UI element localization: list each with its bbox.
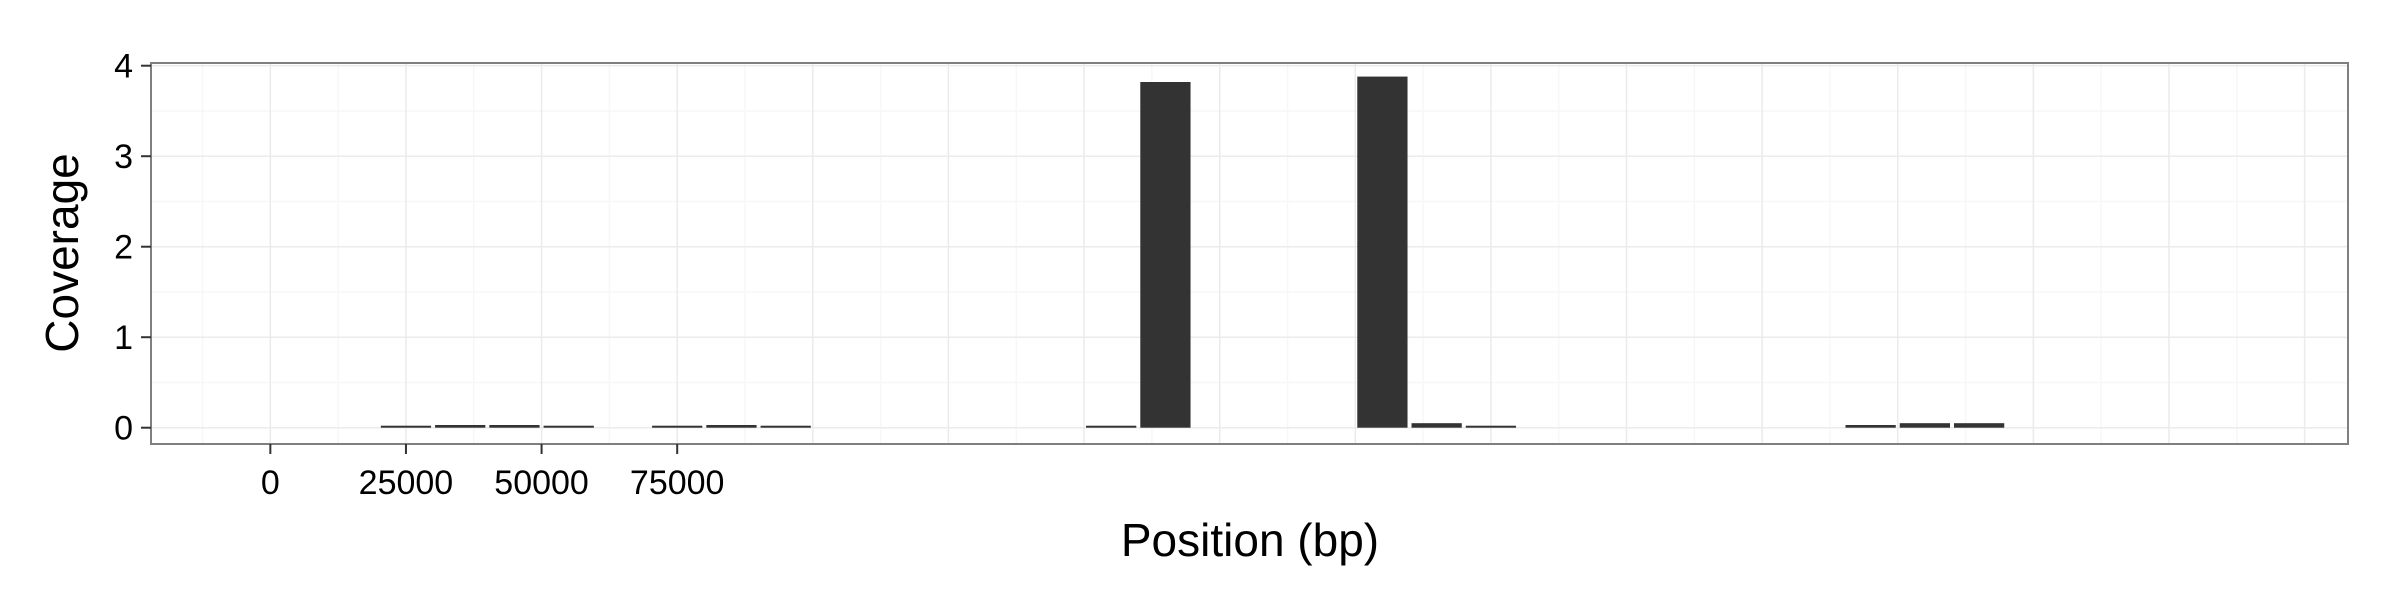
x-tick-label: 25000 (359, 464, 454, 502)
y-tick-label: 2 (114, 229, 133, 267)
bar (760, 425, 811, 428)
bar (1086, 425, 1137, 428)
bar (380, 425, 432, 428)
panel-border (150, 62, 2349, 445)
y-tick-label: 1 (114, 319, 133, 357)
y-tick-label: 3 (114, 138, 133, 176)
y-tick-label: 0 (114, 410, 133, 448)
bar (1845, 424, 1896, 428)
bar (1140, 82, 1191, 428)
bar (652, 425, 703, 428)
bar (1899, 423, 1950, 428)
bar (1465, 425, 1517, 428)
bar (706, 424, 757, 428)
y-axis-title: Coverage (36, 153, 88, 352)
x-tick-label: 0 (261, 464, 280, 502)
x-axis: 0 25000 50000 75000 (261, 444, 725, 502)
bar (489, 424, 540, 428)
bars (380, 76, 2005, 428)
y-axis: 0 1 2 3 4 (114, 48, 151, 448)
grid-lines (151, 63, 2348, 444)
x-tick-label: 75000 (630, 464, 725, 502)
bar (435, 424, 486, 428)
x-axis-title: Position (bp) (1121, 514, 1379, 566)
x-tick-label: 50000 (494, 464, 589, 502)
panel-background (151, 63, 2348, 444)
bar (1953, 423, 2005, 428)
bar (1357, 76, 1408, 428)
bar (1411, 423, 1462, 428)
bar (543, 425, 594, 428)
y-tick-label: 4 (114, 48, 133, 86)
